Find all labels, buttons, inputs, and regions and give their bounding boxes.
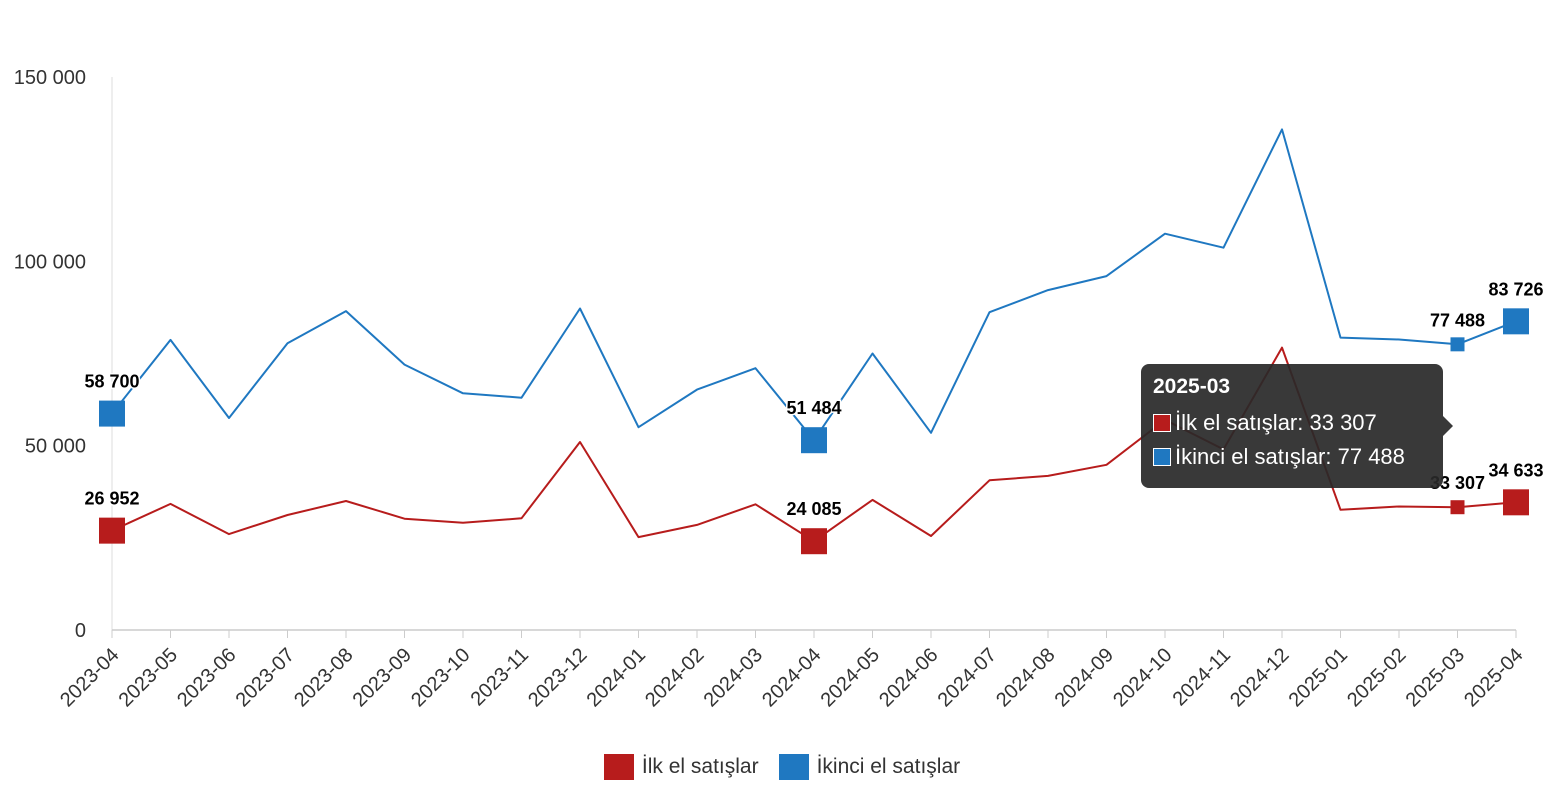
x-tick-label: 2023-06 [173,644,240,711]
x-tick-label: 2024-10 [1109,644,1176,711]
tooltip-row-first-hand: İlk el satışlar: 33 307 [1153,406,1431,440]
data-point-label: 26 952 [84,489,139,509]
x-tick-label: 2023-09 [349,644,416,711]
tooltip-swatch-second-hand [1153,448,1171,466]
series-markers [99,308,1529,555]
x-tick-label: 2024-03 [700,644,767,711]
legend-item-first-hand[interactable]: İlk el satışlar [603,754,759,780]
y-tick-label: 150 000 [14,67,86,89]
x-tick-label: 2024-12 [1226,644,1293,711]
data-point-label: 51 484 [786,398,841,418]
x-tick-label: 2024-02 [641,644,708,711]
x-tick-label: 2024-04 [758,644,825,711]
x-tick-label: 2024-06 [875,644,942,711]
x-tick-label: 2025-03 [1402,644,1469,711]
x-tick-label: 2024-09 [1051,644,1118,711]
x-axis-ticks [111,630,1517,638]
x-tick-label: 2025-01 [1285,644,1352,711]
x-tick-label: 2025-04 [1460,644,1527,711]
data-point-marker [801,528,827,555]
y-axis-tick-labels: 0 50 000 100 000 150 000 [14,67,86,642]
x-axis-tick-labels: 2023-042023-052023-062023-072023-082023-… [56,644,1527,711]
data-point-label: 34 633 [1488,460,1543,480]
x-tick-label: 2023-12 [524,644,591,711]
y-tick-label: 50 000 [25,436,86,458]
data-point-label: 24 085 [786,499,841,519]
x-tick-label: 2024-11 [1169,644,1235,710]
data-point-marker [99,400,125,427]
x-tick-label: 2023-08 [290,644,357,711]
x-tick-label: 2023-05 [115,644,182,711]
chart-legend: İlk el satışlar İkinci el satışlar [0,750,1556,784]
x-tick-label: 2023-10 [407,644,474,711]
tooltip-row-second-hand: İkinci el satışlar: 77 488 [1153,440,1431,474]
data-point-label: 83 726 [1488,279,1543,299]
data-point-marker [801,427,827,454]
tooltip-title: 2025-03 [1153,375,1231,398]
data-point-marker [1503,308,1529,335]
data-point-label: 77 488 [1430,310,1485,330]
y-tick-label: 100 000 [14,251,86,273]
x-tick-label: 2024-01 [583,644,650,711]
y-tick-label: 0 [75,620,86,642]
data-point-marker [1503,489,1529,516]
data-point-marker [1450,500,1465,515]
tooltip-label-first-hand: İlk el satışlar: 33 307 [1175,410,1377,435]
x-tick-label: 2024-05 [817,644,884,711]
tooltip-label-second-hand: İkinci el satışlar: 77 488 [1175,444,1405,469]
legend-swatch-second-hand [778,754,809,780]
x-tick-label: 2023-07 [232,644,299,711]
legend-item-second-hand[interactable]: İkinci el satışlar [778,754,961,780]
x-tick-label: 2025-02 [1343,644,1410,711]
legend-swatch-first-hand [603,754,634,780]
hover-tooltip: 2025-03 İlk el satışlar: 33 307 İkinci e… [1141,364,1453,488]
x-tick-label: 2023-04 [56,644,123,711]
x-tick-label: 2024-07 [934,644,1001,711]
x-tick-label: 2024-08 [992,644,1059,711]
tooltip-swatch-first-hand [1153,414,1171,432]
data-point-marker [1450,337,1465,352]
x-tick-label: 2023-11 [467,644,533,710]
legend-label-first-hand: İlk el satışlar [641,755,759,778]
data-point-marker [99,517,125,544]
legend-label-second-hand: İkinci el satışlar [816,755,961,778]
data-point-label: 58 700 [84,372,139,392]
